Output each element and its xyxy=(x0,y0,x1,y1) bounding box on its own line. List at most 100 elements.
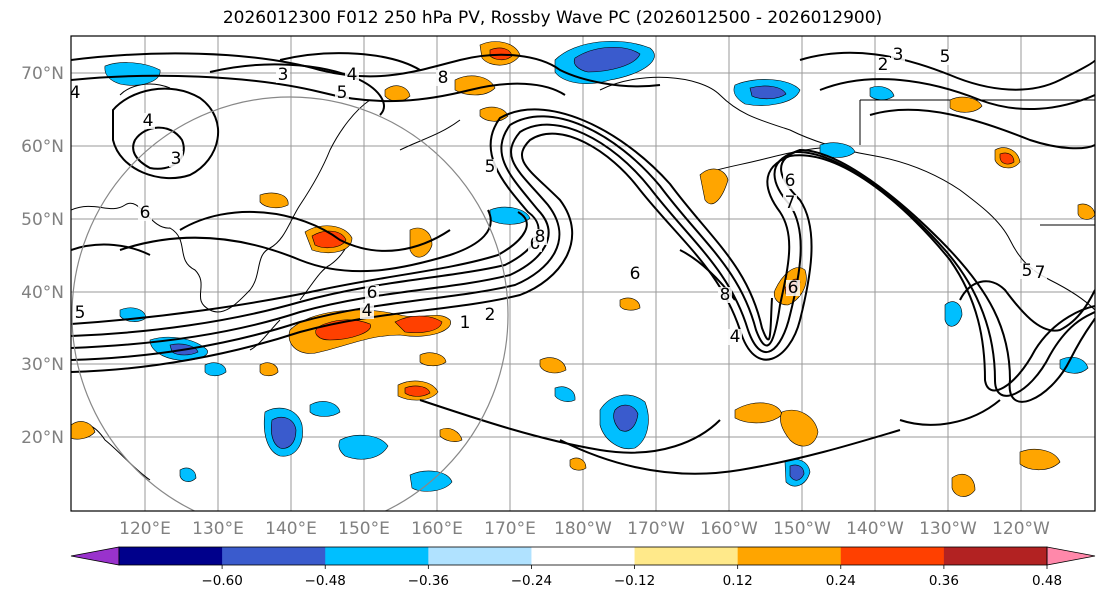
lon-label: 170°W xyxy=(627,519,685,539)
contour-label-bg xyxy=(728,329,742,345)
colorbar-tick-label: −0.48 xyxy=(305,573,346,589)
colorbar-segment xyxy=(531,547,636,565)
contour-label-bg xyxy=(533,229,547,245)
lon-label: 140°E xyxy=(265,519,317,539)
pv-negative-anomalies xyxy=(104,40,1089,492)
contour-label: 5 xyxy=(1022,261,1033,281)
contour-label: 5 xyxy=(337,83,348,103)
lon-label: 120°W xyxy=(992,519,1050,539)
contour-label: 7 xyxy=(1035,263,1046,283)
colorbar-extend-min xyxy=(70,546,120,566)
colorbar-segment xyxy=(119,547,223,565)
contour-label: 6 xyxy=(785,171,796,191)
lat-label: 30°N xyxy=(21,355,64,375)
colorbar-tick-label: −0.24 xyxy=(511,573,552,589)
lon-label: 150°E xyxy=(338,519,390,539)
lat-label: 50°N xyxy=(21,210,64,230)
contour-label-bg xyxy=(1033,265,1047,281)
contour-label: 4 xyxy=(143,111,154,131)
contour-label-bg xyxy=(360,303,374,319)
contour-label-bg xyxy=(783,173,797,189)
contour-label-bg xyxy=(938,49,952,65)
longitude-labels: 120°E 130°E 140°E 150°E 160°E 170°E 180°W 170°W… xyxy=(119,519,1050,539)
contour-label: 7 xyxy=(785,193,796,213)
map-title: 2026012300 F012 250 hPa PV, Rossby Wave … xyxy=(222,8,883,28)
contour-label-bg xyxy=(891,47,905,63)
lat-label: 60°N xyxy=(21,137,64,157)
contour-label-bg xyxy=(141,113,155,129)
contour-label-bg xyxy=(786,280,800,296)
lat-label: 40°N xyxy=(21,283,64,303)
colorbar-tick-label: −0.36 xyxy=(408,573,449,589)
map-frame xyxy=(70,35,1096,512)
lon-label: 120°E xyxy=(119,519,171,539)
contour-label-bg xyxy=(458,315,472,331)
contour-label: 6 xyxy=(140,203,151,223)
colorbar-tick-label: 0.48 xyxy=(1032,573,1062,589)
lon-label: 130°W xyxy=(919,519,977,539)
contour-label: 3 xyxy=(893,45,904,65)
colorbar-tick-label: −0.60 xyxy=(201,573,242,589)
colorbar-extend-max xyxy=(1046,546,1096,566)
lon-label: 160°W xyxy=(700,519,758,539)
contour-label-bg xyxy=(169,151,183,167)
lon-label: 170°E xyxy=(484,519,536,539)
colorbar-tick-label: 0.24 xyxy=(826,573,856,589)
contour-label: 5 xyxy=(485,157,496,177)
contour-label-bg xyxy=(365,285,379,301)
contour-label-bg xyxy=(1020,263,1034,279)
colorbar-segment xyxy=(325,547,429,565)
contour-label-bg xyxy=(138,205,152,221)
contour-label: 5 xyxy=(940,47,951,67)
reference-circle xyxy=(71,96,509,511)
lon-label: 160°E xyxy=(411,519,463,539)
contour-label-bg xyxy=(876,57,890,73)
contour-label: 1 xyxy=(460,313,471,333)
contour-label-bg xyxy=(345,67,359,83)
contour-label-bg xyxy=(628,266,642,282)
colorbar-tick-label: 0.12 xyxy=(723,573,753,589)
contour-label: 8 xyxy=(535,227,546,247)
contour-label: 8 xyxy=(438,68,449,88)
contour-label: 3 xyxy=(171,149,182,169)
contour-label: 2 xyxy=(878,55,889,75)
contour-label: 4 xyxy=(70,83,81,103)
colorbar-segment xyxy=(222,547,326,565)
contour-label-bg xyxy=(483,307,497,323)
contour-label-bg xyxy=(276,67,290,83)
contour-label-bg xyxy=(71,85,82,101)
colorbar-outline xyxy=(118,546,1048,566)
colorbar-tick-label: 0.36 xyxy=(929,573,959,589)
pv-contours xyxy=(71,51,1095,475)
lon-label: 140°W xyxy=(846,519,904,539)
colorbar: −0.60 −0.48 −0.36 −0.24 −0.12 0.12 0.24 0.36 0.4… xyxy=(70,546,1096,589)
latitude-labels: 70°N 60°N 50°N 40°N 30°N 20°N xyxy=(21,64,64,448)
colorbar-segment xyxy=(840,547,945,565)
lon-label: 180°W xyxy=(554,519,612,539)
contour-label: 4 xyxy=(347,65,358,85)
colorbar-segment xyxy=(737,547,842,565)
colorbar-tick-label: −0.12 xyxy=(614,573,655,589)
colorbar-segment xyxy=(634,547,739,565)
contour-label-bg xyxy=(483,159,497,175)
colorbar-segment xyxy=(428,547,532,565)
contour-label: 8 xyxy=(720,285,731,305)
lat-label: 70°N xyxy=(21,64,64,84)
lon-label: 150°W xyxy=(773,519,831,539)
contour-label: 2 xyxy=(485,305,496,325)
contour-label: 4 xyxy=(730,327,741,347)
contour-label-bg xyxy=(73,305,87,321)
contour-label: 6 xyxy=(630,264,641,284)
colorbar-segment xyxy=(943,547,1048,565)
pv-positive-anomalies xyxy=(71,41,1095,497)
contour-labels: 345436852356764126868467554 xyxy=(70,45,1047,347)
contour-label-bg xyxy=(335,85,349,101)
contour-label: 4 xyxy=(362,301,373,321)
lon-label: 130°E xyxy=(192,519,244,539)
lat-label: 20°N xyxy=(21,428,64,448)
contour-label-bg xyxy=(718,287,732,303)
contour-label: 6 xyxy=(367,283,378,303)
contour-label: 6 xyxy=(788,278,799,298)
contour-label: 5 xyxy=(75,303,86,323)
